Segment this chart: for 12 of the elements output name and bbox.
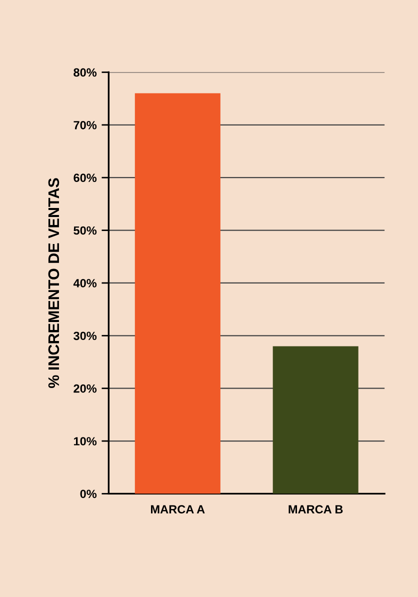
x-tick-label: MARCA B (288, 505, 343, 514)
y-axis-title: % INCREMENTO DE VENTAS (48, 178, 60, 388)
y-tick-label: 20% (74, 384, 97, 393)
y-tick-label: 70% (74, 120, 97, 130)
y-tick-label: 0% (80, 490, 97, 498)
y-tick-label: 80% (74, 68, 97, 77)
y-tick-label: 30% (74, 332, 97, 340)
y-tick-label: 10% (74, 437, 97, 446)
y-tick-label: 40% (73, 279, 97, 288)
y-tick-label: 50% (74, 226, 97, 235)
y-tick-label: 60% (74, 174, 97, 182)
x-tick-label: MARCA A (151, 505, 205, 514)
